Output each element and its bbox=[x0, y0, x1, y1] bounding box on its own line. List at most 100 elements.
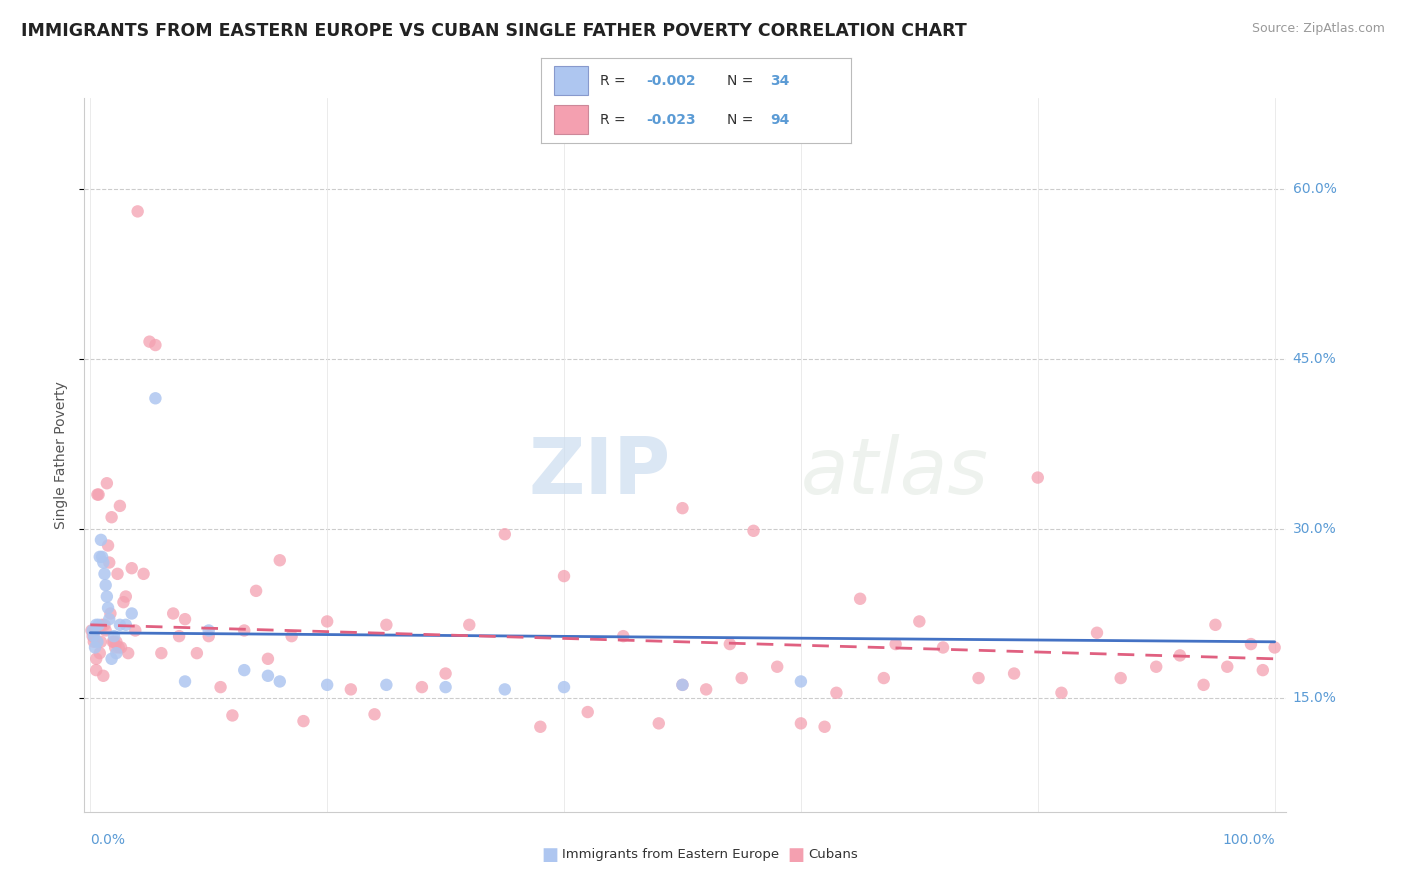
Point bbox=[127, 204, 149, 219]
Text: -0.002: -0.002 bbox=[647, 74, 696, 87]
Point bbox=[1050, 686, 1073, 700]
Point bbox=[132, 566, 155, 581]
Point bbox=[174, 612, 197, 626]
Point bbox=[91, 617, 114, 632]
Point bbox=[648, 716, 671, 731]
Point bbox=[114, 590, 136, 604]
Point bbox=[269, 553, 291, 567]
Point bbox=[1240, 637, 1263, 651]
Text: IMMIGRANTS FROM EASTERN EUROPE VS CUBAN SINGLE FATHER POVERTY CORRELATION CHART: IMMIGRANTS FROM EASTERN EUROPE VS CUBAN … bbox=[21, 22, 967, 40]
Point bbox=[1002, 666, 1025, 681]
Point bbox=[87, 617, 110, 632]
Point bbox=[257, 669, 280, 683]
Point bbox=[233, 663, 256, 677]
Point bbox=[108, 499, 131, 513]
Point bbox=[209, 680, 232, 694]
Text: Source: ZipAtlas.com: Source: ZipAtlas.com bbox=[1251, 22, 1385, 36]
Point bbox=[100, 652, 122, 666]
Point bbox=[494, 682, 516, 697]
Text: ■: ■ bbox=[541, 846, 558, 863]
Point bbox=[1109, 671, 1132, 685]
Point bbox=[84, 624, 107, 638]
Point bbox=[98, 612, 121, 626]
Point bbox=[671, 678, 693, 692]
Point bbox=[695, 682, 717, 697]
Text: R =: R = bbox=[600, 113, 626, 127]
Point bbox=[121, 561, 143, 575]
Point bbox=[1216, 659, 1239, 673]
Point bbox=[849, 591, 872, 606]
Point bbox=[91, 556, 114, 570]
Point bbox=[94, 624, 117, 638]
Point bbox=[82, 629, 104, 643]
Point bbox=[316, 615, 339, 629]
Point bbox=[316, 678, 339, 692]
Point bbox=[94, 578, 117, 592]
Point bbox=[107, 640, 129, 655]
Point bbox=[90, 533, 112, 547]
Point bbox=[292, 714, 315, 728]
Point bbox=[873, 671, 896, 685]
Point bbox=[82, 624, 104, 638]
Text: -0.023: -0.023 bbox=[647, 113, 696, 127]
Point bbox=[124, 624, 146, 638]
Point bbox=[108, 617, 131, 632]
Point bbox=[671, 501, 693, 516]
Point bbox=[104, 640, 127, 655]
Text: 30.0%: 30.0% bbox=[1292, 522, 1336, 535]
Point bbox=[1323, 680, 1346, 694]
Point bbox=[1286, 671, 1309, 685]
Point bbox=[576, 705, 599, 719]
Point bbox=[98, 556, 121, 570]
Point bbox=[1204, 617, 1226, 632]
Point bbox=[114, 617, 136, 632]
Text: 45.0%: 45.0% bbox=[1292, 351, 1336, 366]
Text: 34: 34 bbox=[770, 74, 790, 87]
Point bbox=[97, 600, 120, 615]
Point bbox=[790, 674, 813, 689]
Point bbox=[197, 629, 219, 643]
Point bbox=[434, 680, 457, 694]
Point bbox=[458, 617, 481, 632]
Point bbox=[150, 646, 173, 660]
Point bbox=[434, 666, 457, 681]
Point bbox=[110, 640, 132, 655]
Point bbox=[100, 607, 122, 621]
Point bbox=[553, 680, 575, 694]
Point bbox=[105, 635, 128, 649]
Text: N =: N = bbox=[727, 74, 754, 87]
Point bbox=[363, 707, 385, 722]
Text: Cubans: Cubans bbox=[808, 848, 858, 861]
Point bbox=[103, 629, 125, 643]
Point bbox=[375, 678, 398, 692]
Point bbox=[340, 682, 363, 697]
Point bbox=[89, 549, 111, 564]
Point bbox=[84, 617, 107, 632]
Text: 15.0%: 15.0% bbox=[1292, 691, 1336, 706]
Point bbox=[1168, 648, 1191, 663]
Point bbox=[87, 487, 110, 501]
Point bbox=[83, 629, 105, 643]
Point bbox=[1144, 659, 1167, 673]
Point bbox=[90, 635, 112, 649]
Point bbox=[671, 678, 693, 692]
Text: N =: N = bbox=[727, 113, 754, 127]
Point bbox=[884, 637, 907, 651]
Point bbox=[197, 624, 219, 638]
Point bbox=[553, 569, 575, 583]
Bar bbox=[554, 105, 588, 134]
Point bbox=[257, 652, 280, 666]
Text: ■: ■ bbox=[787, 846, 804, 863]
Point bbox=[91, 669, 114, 683]
Point bbox=[107, 566, 129, 581]
Point bbox=[91, 549, 114, 564]
Text: atlas: atlas bbox=[801, 434, 988, 510]
Point bbox=[825, 686, 848, 700]
Point bbox=[145, 338, 167, 352]
Point bbox=[221, 708, 243, 723]
Point bbox=[1192, 678, 1215, 692]
Point bbox=[494, 527, 516, 541]
Point bbox=[121, 607, 143, 621]
Point bbox=[93, 566, 115, 581]
Point bbox=[138, 334, 160, 349]
